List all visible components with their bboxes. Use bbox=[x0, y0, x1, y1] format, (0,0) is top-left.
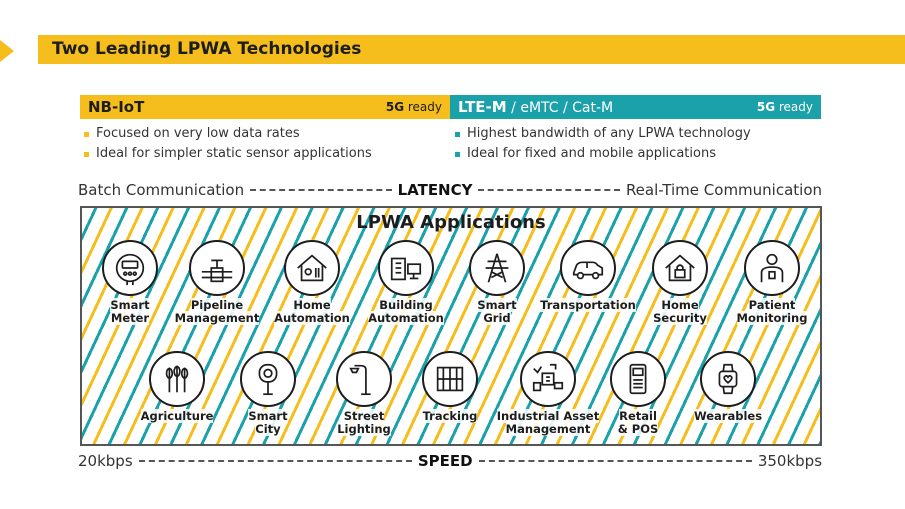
latency-left-label: Batch Communication bbox=[78, 181, 245, 199]
app-label: Smart Grid bbox=[477, 298, 517, 325]
power-tower-icon bbox=[469, 240, 525, 296]
smartwatch-icon bbox=[700, 351, 756, 407]
app-label: Industrial Asset Management bbox=[496, 409, 600, 436]
app-label: Tracking bbox=[422, 409, 478, 423]
app-smart-grid: Smart Grid bbox=[437, 240, 557, 325]
nbiot-ready-bold: 5G bbox=[385, 100, 405, 114]
app-wearables: Wearables bbox=[668, 351, 788, 423]
list-item: Focused on very low data rates bbox=[84, 124, 372, 144]
latency-scale: Batch Communication LATENCY Real-Time Co… bbox=[78, 180, 822, 200]
parking-meter-icon bbox=[240, 351, 296, 407]
ltem-sub: / eMTC / Cat-M bbox=[511, 100, 614, 116]
applications-panel: LPWA Applications Smart Meter Pipeline M… bbox=[80, 206, 822, 446]
bullet-text: Ideal for fixed and mobile applications bbox=[467, 146, 716, 161]
bullet-dot bbox=[455, 152, 460, 157]
dashed-line bbox=[478, 460, 752, 462]
patient-icon bbox=[744, 240, 800, 296]
ltem-ready-bold: 5G bbox=[756, 100, 776, 114]
speed-label: SPEED bbox=[417, 452, 473, 470]
home-automation-icon bbox=[284, 240, 340, 296]
dashed-line bbox=[478, 189, 620, 191]
app-label: Home Security bbox=[653, 298, 707, 325]
app-street-lighting: Street Lighting bbox=[304, 351, 424, 436]
nbiot-bullets: Focused on very low data rates Ideal for… bbox=[84, 124, 372, 164]
app-label: Patient Monitoring bbox=[736, 298, 808, 325]
smart-meter-icon bbox=[102, 240, 158, 296]
home-lock-icon bbox=[652, 240, 708, 296]
nbiot-5g-ready: 5G ready bbox=[386, 100, 442, 114]
list-item: Ideal for fixed and mobile applications bbox=[455, 144, 751, 164]
bullet-dot bbox=[84, 152, 89, 157]
pos-terminal-icon bbox=[610, 351, 666, 407]
dashed-line bbox=[138, 460, 412, 462]
app-label: Pipeline Management bbox=[174, 298, 260, 325]
nbiot-header: NB-IoT 5G ready bbox=[80, 95, 450, 119]
ltem-header: LTE-M / eMTC / Cat-M 5G ready bbox=[450, 95, 821, 119]
bullet-text: Highest bandwidth of any LPWA technology bbox=[467, 126, 751, 141]
nbiot-ready-text: ready bbox=[407, 100, 442, 114]
title-bar: Two Leading LPWA Technologies bbox=[38, 35, 905, 64]
app-label: Agriculture bbox=[140, 409, 214, 423]
app-tracking: Tracking bbox=[390, 351, 510, 423]
tracking-icon bbox=[422, 351, 478, 407]
list-item: Ideal for simpler static sensor applicat… bbox=[84, 144, 372, 164]
ltem-ready-text: ready bbox=[778, 100, 813, 114]
ltem-name: LTE-M bbox=[458, 98, 507, 116]
app-home-automation: Home Automation bbox=[252, 240, 372, 325]
app-label: Smart City bbox=[248, 409, 288, 436]
industrial-asset-icon bbox=[520, 351, 576, 407]
ltem-title: LTE-M / eMTC / Cat-M bbox=[458, 98, 613, 116]
app-industrial-asset-management: Industrial Asset Management bbox=[488, 351, 608, 436]
speed-scale: 20kbps SPEED 350kbps bbox=[78, 451, 822, 471]
app-label: Transportation bbox=[540, 298, 636, 312]
wheat-icon bbox=[149, 351, 205, 407]
pipeline-icon bbox=[189, 240, 245, 296]
latency-right-label: Real-Time Communication bbox=[625, 181, 823, 199]
car-icon bbox=[560, 240, 616, 296]
app-label: Smart Meter bbox=[110, 298, 150, 325]
app-label: Retail & POS bbox=[617, 409, 659, 436]
app-transportation: Transportation bbox=[528, 240, 648, 312]
street-lamp-icon bbox=[336, 351, 392, 407]
applications-title: LPWA Applications bbox=[356, 212, 546, 233]
speed-right-label: 350kbps bbox=[757, 452, 823, 470]
nbiot-name: NB-IoT bbox=[88, 98, 145, 116]
app-pipeline-management: Pipeline Management bbox=[157, 240, 277, 325]
app-smart-meter: Smart Meter bbox=[82, 240, 190, 325]
app-patient-monitoring: Patient Monitoring bbox=[712, 240, 820, 325]
speed-left-label: 20kbps bbox=[78, 452, 133, 470]
app-agriculture: Agriculture bbox=[117, 351, 237, 423]
ltem-bullets: Highest bandwidth of any LPWA technology… bbox=[455, 124, 751, 164]
app-label: Wearables bbox=[693, 409, 763, 423]
app-label: Street Lighting bbox=[337, 409, 391, 436]
page-title: Two Leading LPWA Technologies bbox=[52, 39, 362, 59]
app-label: Home Automation bbox=[274, 298, 350, 325]
app-home-security: Home Security bbox=[620, 240, 740, 325]
list-item: Highest bandwidth of any LPWA technology bbox=[455, 124, 751, 144]
bullet-dot bbox=[84, 132, 89, 137]
title-arrow bbox=[0, 40, 14, 62]
ltem-5g-ready: 5G ready bbox=[757, 100, 813, 114]
app-building-automation: Building Automation bbox=[346, 240, 466, 325]
app-label: Building Automation bbox=[368, 298, 444, 325]
dashed-line bbox=[250, 189, 392, 191]
bullet-dot bbox=[455, 132, 460, 137]
bullet-text: Ideal for simpler static sensor applicat… bbox=[96, 146, 372, 161]
latency-label: LATENCY bbox=[397, 181, 473, 199]
app-smart-city: Smart City bbox=[208, 351, 328, 436]
bullet-text: Focused on very low data rates bbox=[96, 126, 300, 141]
building-icon bbox=[378, 240, 434, 296]
app-retail-pos: Retail & POS bbox=[578, 351, 698, 436]
